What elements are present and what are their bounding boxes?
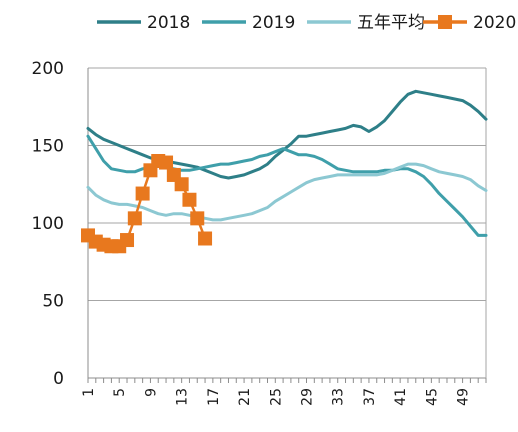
x-tick-label: 21 [237,388,253,406]
series-point-3 [120,233,135,248]
series-point-3 [159,155,174,170]
y-tick-label: 200 [32,59,64,79]
tick-labels: 0 50 100 150 200 1 5 9 13 17 21 25 29 33 37 41 45 49 [32,59,472,406]
series-point-3 [190,211,205,226]
x-tick-label: 49 [456,388,472,406]
legend: 2018 2019 五年平均 2020 [97,13,516,33]
series-layer [81,89,488,254]
x-tick-label: 25 [268,388,284,406]
legend-marker-3 [438,15,452,29]
x-tick-label: 5 [112,388,128,397]
x-tick-label: 13 [175,388,191,406]
y-tick-label: 0 [53,369,64,389]
x-tick-label: 41 [393,388,409,406]
series-line-1 [86,134,488,237]
series-line-2 [86,162,488,222]
legend-label-3: 2020 [473,13,516,33]
gridlines [88,67,486,301]
y-tick-label: 150 [32,137,64,157]
series-point-3 [174,177,189,192]
x-tick-label: 9 [143,388,159,397]
legend-label-1: 2019 [252,13,295,33]
x-tick-label: 17 [206,388,222,406]
series-point-3 [135,186,150,201]
x-tick-label: 33 [331,388,347,406]
x-tick-label: 29 [300,388,316,406]
series-point-3 [127,211,142,226]
axes [87,68,487,383]
y-tick-label: 50 [42,292,64,312]
x-tick-label: 37 [362,388,378,406]
x-tick-label: 45 [424,388,440,406]
legend-label-2: 五年平均 [357,13,425,33]
series-point-3 [182,192,197,207]
series-point-3 [198,231,213,246]
legend-label-0: 2018 [147,13,190,33]
x-tick-label: 1 [81,388,97,397]
y-tick-label: 100 [32,214,64,234]
